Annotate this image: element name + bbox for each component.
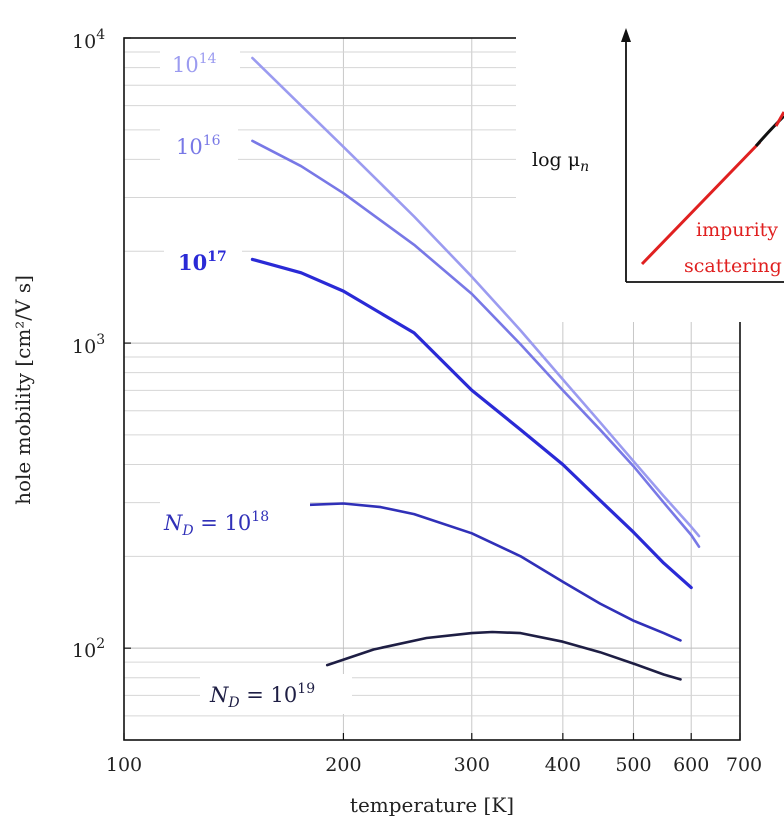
series-line-4 [325, 630, 682, 681]
x-tick-label: 600 [673, 754, 709, 776]
inset-annotation-line-2: scattering [684, 255, 782, 277]
x-tick-label: 100 [106, 754, 142, 776]
series-line-1 [251, 139, 701, 548]
y-tick-label-1e3: 103 [72, 332, 105, 358]
label-bg-17 [164, 244, 242, 280]
x-tick-label: 700 [726, 754, 762, 776]
x-tick-label: 200 [325, 754, 361, 776]
series-line-3 [308, 502, 682, 642]
label-bg-18 [160, 500, 310, 540]
inset-impurity-line [640, 140, 762, 266]
inset-chart: log μn impurity scattering [516, 0, 784, 322]
curve-label-1e17: 1017 [178, 249, 227, 275]
inset-annotation-line-1: impurity [696, 219, 778, 241]
x-tick-label: 300 [454, 754, 490, 776]
curve-label-1e14: 1014 [172, 51, 217, 77]
y-tick-label-1e4: 104 [72, 27, 105, 53]
x-tick-labels: 100 200 300 400 500 600 700 [106, 754, 762, 776]
inset-y-arrow-icon [621, 28, 631, 42]
y-axis-title: hole mobility [cm²/V s] [11, 275, 35, 505]
series-line-0 [251, 56, 701, 538]
x-axis-title: temperature [K] [350, 793, 514, 817]
y-tick-label-1e2: 102 [72, 636, 105, 662]
curve-label-1e18: ND = 1018 [163, 509, 269, 539]
curve-labels: 1014 1016 1017 ND = 1018 ND = 1019 [160, 46, 352, 714]
axis-ticks [123, 37, 741, 740]
series-layer [250, 56, 701, 681]
inset-ylabel: log μn [532, 149, 589, 175]
x-tick-label: 500 [615, 754, 651, 776]
series-line-2 [250, 257, 693, 590]
curve-label-1e19: ND = 1019 [209, 681, 315, 711]
x-tick-label: 400 [545, 754, 581, 776]
inset-lattice-line [774, 111, 784, 127]
label-bg-14 [160, 46, 240, 82]
label-bg-19 [200, 674, 352, 714]
inset-background [516, 0, 784, 322]
plot-frame [123, 37, 741, 741]
curve-label-1e16: 1016 [176, 133, 221, 159]
label-bg-16 [160, 124, 238, 160]
